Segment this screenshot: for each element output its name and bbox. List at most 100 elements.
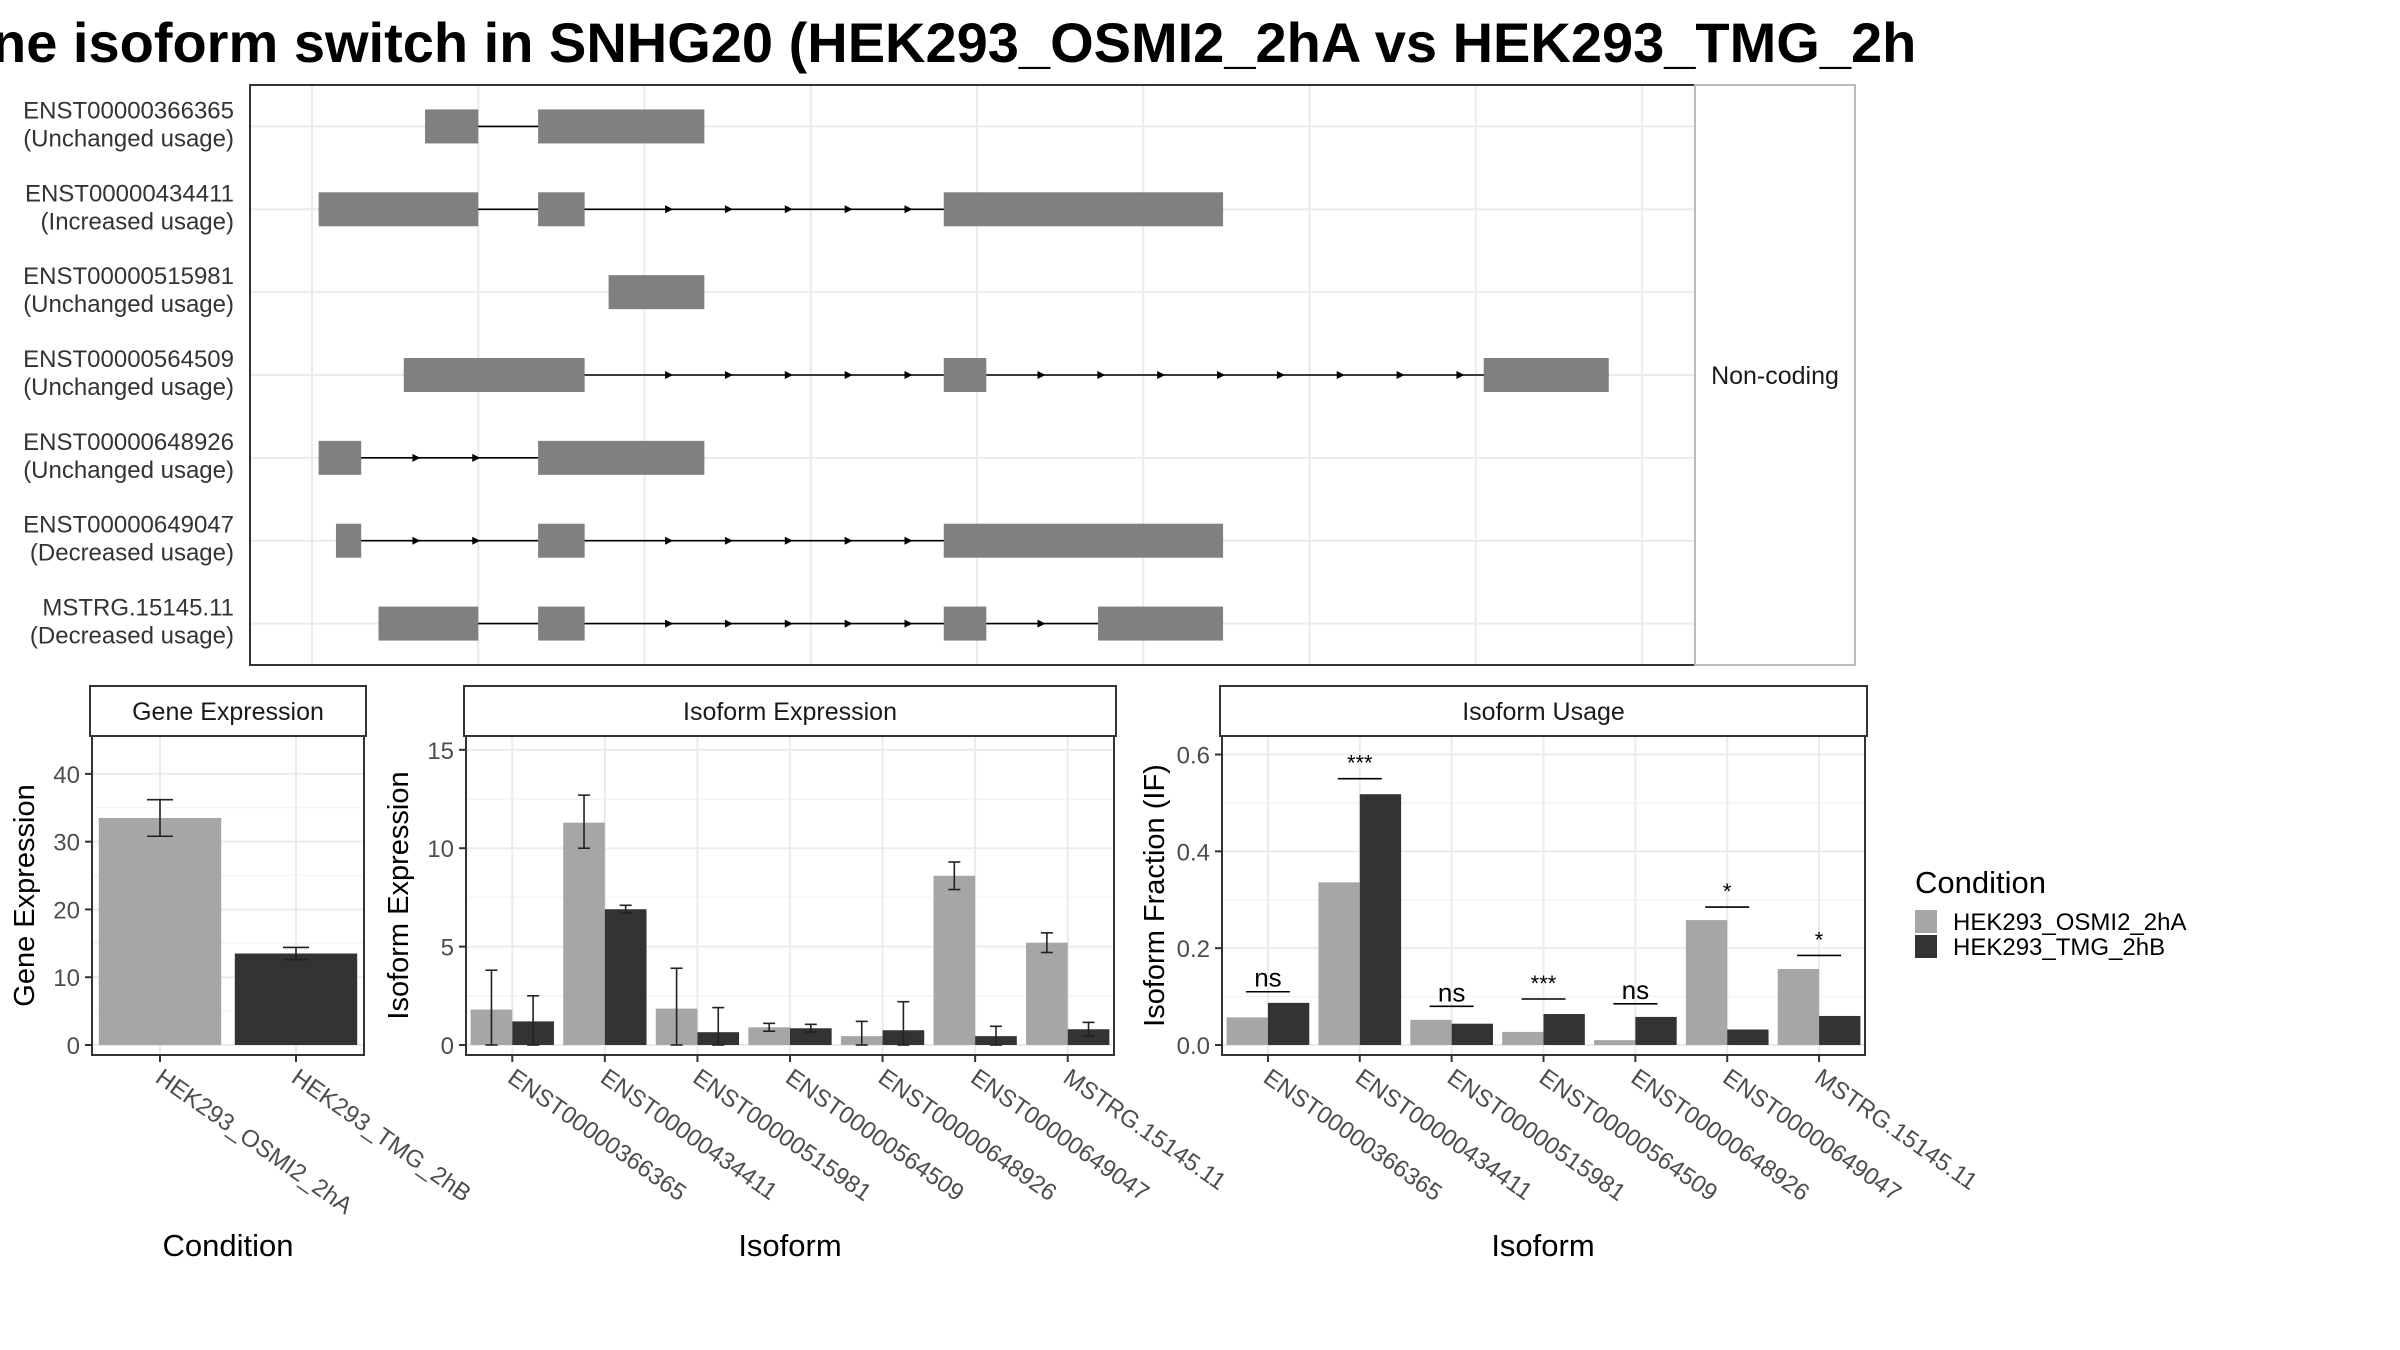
significance-label: ns: [1438, 977, 1465, 1007]
y-tick-label: 0: [67, 1033, 80, 1060]
exon-block: [943, 358, 987, 392]
intron-arrow: [1157, 371, 1166, 379]
exon-block: [335, 523, 362, 558]
exon-block: [425, 109, 479, 144]
isoform-track-label: ENST00000434411: [25, 180, 234, 207]
x-tick-label: MSTRG.15145.11: [1810, 1064, 1982, 1196]
isoform-track-label: ENST00000515981: [23, 263, 234, 290]
bar-tmg-2hb: [1451, 1023, 1493, 1045]
y-tick-label: 10: [53, 965, 80, 992]
bar-tmg-2hb: [1727, 1029, 1769, 1045]
exon-block: [318, 440, 362, 475]
bar-tmg-2hb: [1359, 794, 1402, 1045]
panel-strip: [1219, 685, 1868, 737]
isoform-track-label: ENST00000564509: [23, 346, 234, 373]
isoform-track-label: ENST00000648926: [23, 429, 234, 456]
strip-label-non-coding: Non-coding: [1711, 362, 1839, 390]
intron-arrow: [412, 536, 421, 545]
bar-osmi2-2ha: [1685, 920, 1728, 1045]
intron-arrow: [1456, 371, 1465, 379]
legend-item-label: HEK293_OSMI2_2hA: [1953, 909, 2186, 936]
y-tick-label: 0: [441, 1033, 454, 1060]
bar-tmg-2hb: [1635, 1016, 1677, 1045]
y-tick-label: 0.4: [1177, 839, 1210, 866]
intron-arrow: [1336, 371, 1345, 379]
exon-block: [378, 606, 479, 641]
significance-label: ns: [1254, 963, 1281, 993]
intron-arrow: [1037, 619, 1046, 628]
legend-title: Condition: [1915, 865, 2046, 900]
isoform-track-status: (Unchanged usage): [23, 457, 234, 484]
exon-block: [538, 109, 705, 144]
intron-arrow: [904, 619, 913, 628]
intron-arrow: [724, 536, 733, 545]
bar-tmg-2hb: [790, 1028, 832, 1045]
bar-tmg-2hb: [604, 909, 647, 1045]
significance-label: ***: [1347, 751, 1373, 776]
exon-block: [403, 358, 585, 392]
bar-tmg-2hb: [1067, 1029, 1110, 1045]
isoform-track-status: (Decreased usage): [30, 540, 234, 567]
isoform-track-status: (Unchanged usage): [23, 125, 234, 152]
intron-arrow: [844, 536, 853, 545]
bar-osmi2-2ha: [933, 875, 976, 1045]
intron-arrow: [724, 619, 733, 628]
x-axis-title: Condition: [163, 1228, 294, 1263]
figure-title: ne isoform switch in SNHG20 (HEK293_OSMI…: [0, 11, 1917, 74]
y-tick-label: 5: [441, 935, 454, 962]
isoform-track-label: ENST00000649047: [23, 512, 234, 539]
intron-arrow: [844, 205, 853, 214]
x-tick-label: MSTRG.15145.11: [1058, 1064, 1230, 1196]
exon-block: [538, 440, 705, 475]
exon-block: [943, 606, 987, 641]
intron-arrow: [724, 371, 733, 379]
y-tick-label: 0.0: [1177, 1033, 1210, 1060]
isoform-track-label: ENST00000366365: [23, 97, 234, 124]
structure-strip: [1694, 84, 1856, 666]
exon-block: [1483, 358, 1609, 392]
intron-arrow: [472, 453, 481, 462]
exon-block: [318, 192, 479, 227]
exon-block: [943, 192, 1224, 227]
y-axis-title: Isoform Expression: [383, 771, 415, 1019]
intron-arrow: [1276, 371, 1285, 379]
exon-block: [538, 192, 585, 227]
legend-swatch: [1915, 935, 1937, 958]
y-tick-label: 0.6: [1177, 743, 1210, 770]
intron-arrow: [665, 371, 674, 379]
bar-osmi2-2ha: [1226, 1017, 1268, 1045]
exon-block: [943, 523, 1224, 558]
exon-block: [538, 606, 585, 641]
bar-osmi2-2ha: [1026, 942, 1068, 1045]
panel-strip-label: Isoform Expression: [683, 698, 897, 726]
intron-arrow: [665, 536, 674, 545]
y-tick-label: 15: [427, 738, 454, 765]
panel-strip-label: Isoform Usage: [1462, 698, 1625, 726]
panel-strip: [89, 685, 367, 737]
intron-arrow: [724, 205, 733, 214]
intron-arrow: [1217, 371, 1226, 379]
bar-osmi2-2ha: [1318, 882, 1360, 1045]
bar-tmg-2hb: [1543, 1014, 1585, 1045]
isoform-track-status: (Increased usage): [41, 208, 234, 235]
significance-label: *: [1723, 879, 1732, 904]
bar-osmi2-2ha: [1410, 1019, 1452, 1045]
y-tick-label: 10: [427, 836, 454, 863]
isoform-track-status: (Unchanged usage): [23, 374, 234, 401]
bar-tmg-2hb: [1267, 1002, 1310, 1045]
intron-arrow: [784, 205, 793, 214]
significance-label: ***: [1531, 971, 1557, 996]
intron-arrow: [412, 453, 421, 462]
intron-arrow: [665, 619, 674, 628]
bar-tmg-2hb: [1819, 1015, 1861, 1045]
intron-arrow: [904, 371, 913, 379]
y-axis-title: Isoform Fraction (IF): [1139, 764, 1171, 1027]
intron-arrow: [1097, 371, 1106, 379]
intron-arrow: [844, 371, 853, 379]
y-tick-label: 40: [53, 762, 80, 789]
intron-arrow: [904, 205, 913, 214]
exon-block: [538, 523, 585, 558]
intron-arrow: [844, 619, 853, 628]
bar-osmi2-2ha: [1777, 968, 1820, 1045]
